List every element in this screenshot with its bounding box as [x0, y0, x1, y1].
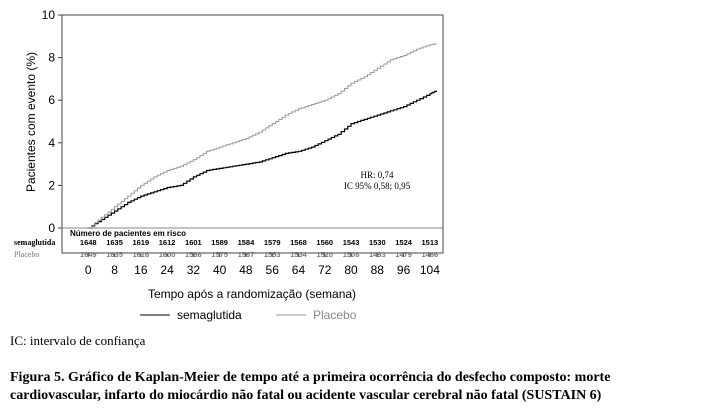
y-tick-label: 6	[48, 93, 55, 107]
x-tick-label: 8	[111, 263, 118, 277]
risk-value: 1648	[80, 238, 97, 247]
y-tick-label: 10	[42, 8, 56, 22]
x-tick-label: 72	[318, 263, 332, 277]
footnote: IC: intervalo de confiança	[10, 333, 146, 348]
risk-value: 1600	[159, 250, 176, 259]
y-tick-label: 0	[48, 221, 55, 235]
x-tick-label: 88	[371, 263, 385, 277]
figure-caption: Figura 5. Gráfico de Kaplan-Meier de tem…	[10, 370, 611, 403]
legend-label-placebo: Placebo	[313, 308, 357, 322]
y-axis: 0 2 4 6 8 10	[42, 8, 62, 235]
risk-table-title: Número de pacientes em risco	[70, 229, 186, 238]
risk-value: 1553	[264, 250, 281, 259]
y-axis-title: Pacientes com evento (%)	[24, 52, 38, 192]
risk-value: 1649	[80, 250, 97, 259]
x-tick-label: 24	[160, 263, 174, 277]
risk-value: 1567	[238, 250, 255, 259]
risk-value: 1635	[106, 250, 123, 259]
plot-frame	[61, 14, 444, 254]
risk-value: 1466	[422, 250, 439, 259]
x-tick-label: 16	[134, 263, 148, 277]
risk-value: 1584	[238, 238, 256, 247]
risk-value: 1619	[132, 238, 149, 247]
x-tick-label: 0	[85, 263, 92, 277]
risk-row-label: Placebo	[14, 250, 39, 259]
y-tick-label: 2	[48, 178, 55, 192]
risk-value: 1543	[343, 238, 360, 247]
y-tick-label: 4	[48, 136, 55, 150]
risk-value: 1586	[185, 250, 202, 259]
risk-value: 1560	[316, 238, 333, 247]
x-tick-label: 40	[213, 263, 227, 277]
km-curve-semaglutida	[88, 90, 437, 229]
legend: semaglutida Placebo	[140, 308, 357, 322]
risk-value: 1601	[185, 238, 202, 247]
risk-value: 1534	[290, 250, 308, 259]
x-tick-label: 64	[292, 263, 306, 277]
x-axis: 0 8 16 24 32 40 48 56 64 72 80 88 96 104	[85, 253, 440, 277]
legend-label-semaglutida: semaglutida	[177, 308, 242, 322]
x-axis-title: Tempo após a randomização (semana)	[148, 287, 356, 301]
risk-value: 1513	[422, 238, 439, 247]
risk-value: 1612	[159, 238, 176, 247]
x-tick-label: 32	[187, 263, 201, 277]
risk-value: 1524	[395, 238, 413, 247]
x-tick-label: 104	[420, 263, 440, 277]
risk-value: 1635	[106, 238, 123, 247]
risk-value: 1479	[395, 250, 412, 259]
risk-value: 1575	[211, 250, 228, 259]
risk-value: 1508	[343, 250, 360, 259]
risk-value: 1579	[264, 238, 281, 247]
confidence-interval-label: IC 95% 0,58; 0,95	[344, 181, 411, 191]
risk-value: 1493	[369, 250, 386, 259]
x-tick-label: 80	[344, 263, 358, 277]
km-curve-placebo	[88, 43, 437, 229]
hazard-ratio-label: HR: 0,74	[360, 170, 394, 180]
risk-value: 1568	[290, 238, 307, 247]
x-tick-label: 56	[266, 263, 280, 277]
x-tick-label: 96	[397, 263, 411, 277]
risk-value: 1530	[369, 238, 386, 247]
risk-row-label: semaglutida	[14, 238, 55, 247]
risk-value: 1589	[211, 238, 228, 247]
y-tick-label: 8	[48, 51, 55, 65]
risk-value: 1616	[132, 250, 149, 259]
risk-value: 1520	[316, 250, 333, 259]
risk-table: Número de pacientes em risco semaglutida 1…	[14, 229, 438, 259]
x-tick-label: 48	[239, 263, 253, 277]
plot-area	[61, 14, 444, 254]
